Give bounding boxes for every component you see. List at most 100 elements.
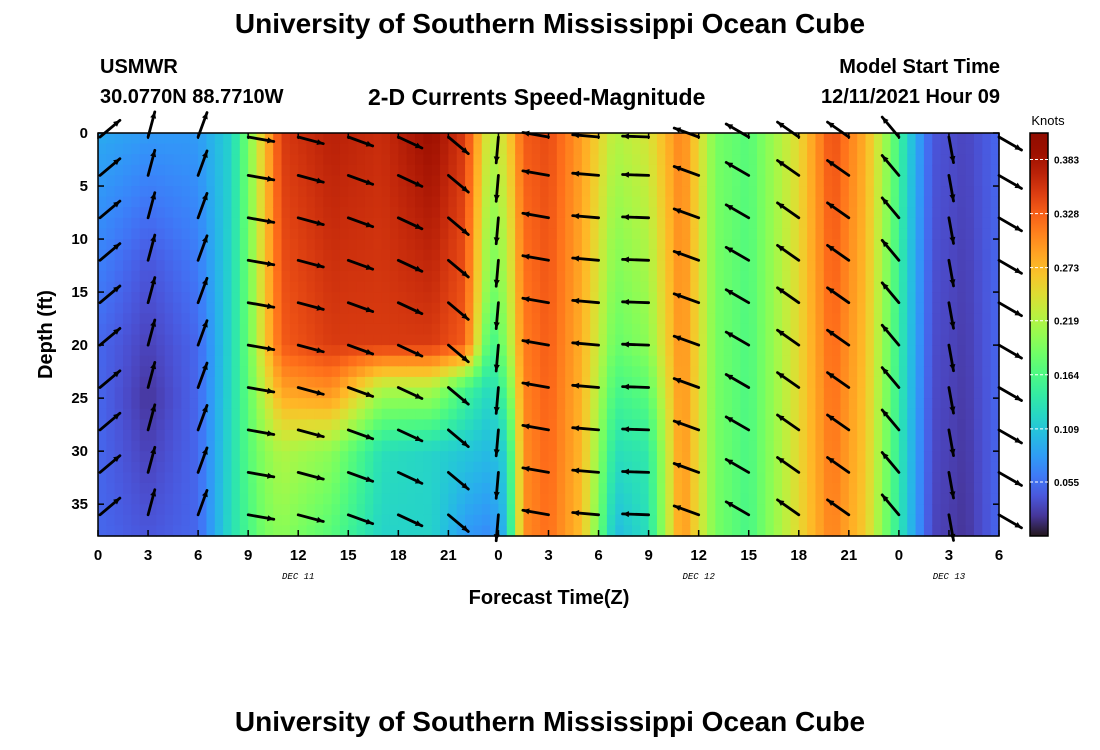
heatmap-cell (481, 292, 491, 304)
heatmap-cell (873, 398, 883, 410)
heatmap-cell (456, 429, 466, 442)
heatmap-cell (506, 186, 516, 198)
heatmap-cell (740, 451, 750, 463)
heatmap-cell (189, 493, 199, 505)
heatmap-cell (707, 154, 716, 166)
heatmap-cell (840, 525, 850, 537)
x-tick-label: 21 (440, 547, 457, 564)
heatmap-cell (273, 504, 283, 516)
heatmap-cell (364, 323, 374, 336)
heatmap-cell (356, 164, 366, 177)
colorbar-bar (1029, 132, 1049, 537)
heatmap-cell (398, 355, 408, 367)
heatmap-cell (615, 292, 625, 304)
heatmap-cell (181, 302, 191, 314)
heatmap-cell (590, 207, 600, 219)
heatmap-cell (990, 143, 1000, 155)
heatmap-cell (206, 440, 216, 452)
heatmap-cell (973, 133, 983, 145)
heatmap-cell (198, 292, 208, 304)
heatmap-cell (264, 408, 274, 420)
heatmap-cell (306, 493, 316, 505)
heatmap-cell (556, 228, 566, 240)
current-vector (296, 173, 325, 184)
heatmap-cell (156, 292, 166, 304)
heatmap-cell (123, 239, 132, 251)
heatmap-cell (690, 164, 700, 177)
heatmap-cell (957, 292, 967, 304)
heatmap-cell (256, 387, 266, 399)
heatmap-cell (631, 408, 641, 420)
current-vector (493, 135, 500, 165)
heatmap-cell (923, 525, 933, 537)
heatmap-cell (98, 472, 107, 484)
heatmap-cell (481, 514, 491, 526)
heatmap-cell (715, 429, 725, 442)
heatmap-cell (264, 461, 274, 473)
heatmap-cell (748, 249, 758, 261)
heatmap-cell (757, 461, 766, 473)
heatmap-cell (415, 175, 424, 187)
heatmap-cell (206, 387, 216, 399)
heatmap-cell (248, 398, 258, 410)
heatmap-cell (631, 143, 641, 155)
heatmap-cell (857, 217, 867, 230)
heatmap-cell (865, 228, 875, 240)
heatmap-cell (298, 482, 308, 495)
heatmap-cell (415, 398, 424, 410)
heatmap-cell (506, 355, 516, 367)
heatmap-cell (364, 207, 374, 219)
current-vector (446, 258, 470, 279)
heatmap-cell (181, 323, 191, 336)
heatmap-cell (440, 143, 449, 155)
heatmap-cell (748, 133, 758, 145)
heatmap-cell (531, 133, 541, 145)
heatmap-cell (907, 525, 917, 537)
heatmap-cell (289, 408, 299, 420)
heatmap-cell (665, 302, 675, 314)
heatmap-cell (957, 186, 967, 198)
heatmap-cell (765, 366, 775, 378)
heatmap-cell (473, 376, 483, 389)
heatmap-cell (331, 302, 341, 314)
heatmap-cell (748, 164, 758, 177)
heatmap-cell (198, 228, 208, 240)
heatmap-cell (323, 334, 333, 346)
heatmap-cell (314, 133, 324, 145)
heatmap-cell (323, 154, 333, 166)
heatmap-cell (715, 514, 725, 526)
heatmap-cell (940, 207, 950, 219)
heatmap-cell (448, 196, 458, 208)
heatmap-cell (765, 292, 775, 304)
heatmap-cell (189, 482, 199, 495)
heatmap-cell (565, 493, 575, 505)
heatmap-cell (923, 366, 933, 378)
heatmap-cell (523, 472, 533, 484)
heatmap-cell (565, 408, 575, 420)
heatmap-cell (540, 376, 550, 389)
heatmap-cell (298, 366, 308, 378)
heatmap-cell (239, 217, 249, 230)
heatmap-cell (123, 366, 132, 378)
heatmap-cell (406, 270, 416, 283)
heatmap-cell (389, 260, 399, 272)
heatmap-cell (348, 186, 358, 198)
heatmap-cell (656, 408, 666, 420)
heatmap-cell (406, 133, 416, 145)
heatmap-cell (131, 440, 141, 452)
heatmap-cell (523, 143, 533, 155)
heatmap-cell (748, 451, 758, 463)
heatmap-cell (540, 292, 550, 304)
heatmap-cell (915, 313, 925, 325)
heatmap-cell (389, 419, 399, 431)
heatmap-cell (223, 143, 233, 155)
heatmap-cell (148, 133, 157, 145)
heatmap-cell (548, 355, 558, 367)
current-vector (146, 233, 157, 262)
date-label: DEC 13 (933, 572, 966, 582)
heatmap-cell (573, 164, 583, 177)
heatmap-cell (690, 228, 700, 240)
heatmap-cell (882, 355, 892, 367)
heatmap-cell (873, 143, 883, 155)
heatmap-cell (565, 249, 575, 261)
